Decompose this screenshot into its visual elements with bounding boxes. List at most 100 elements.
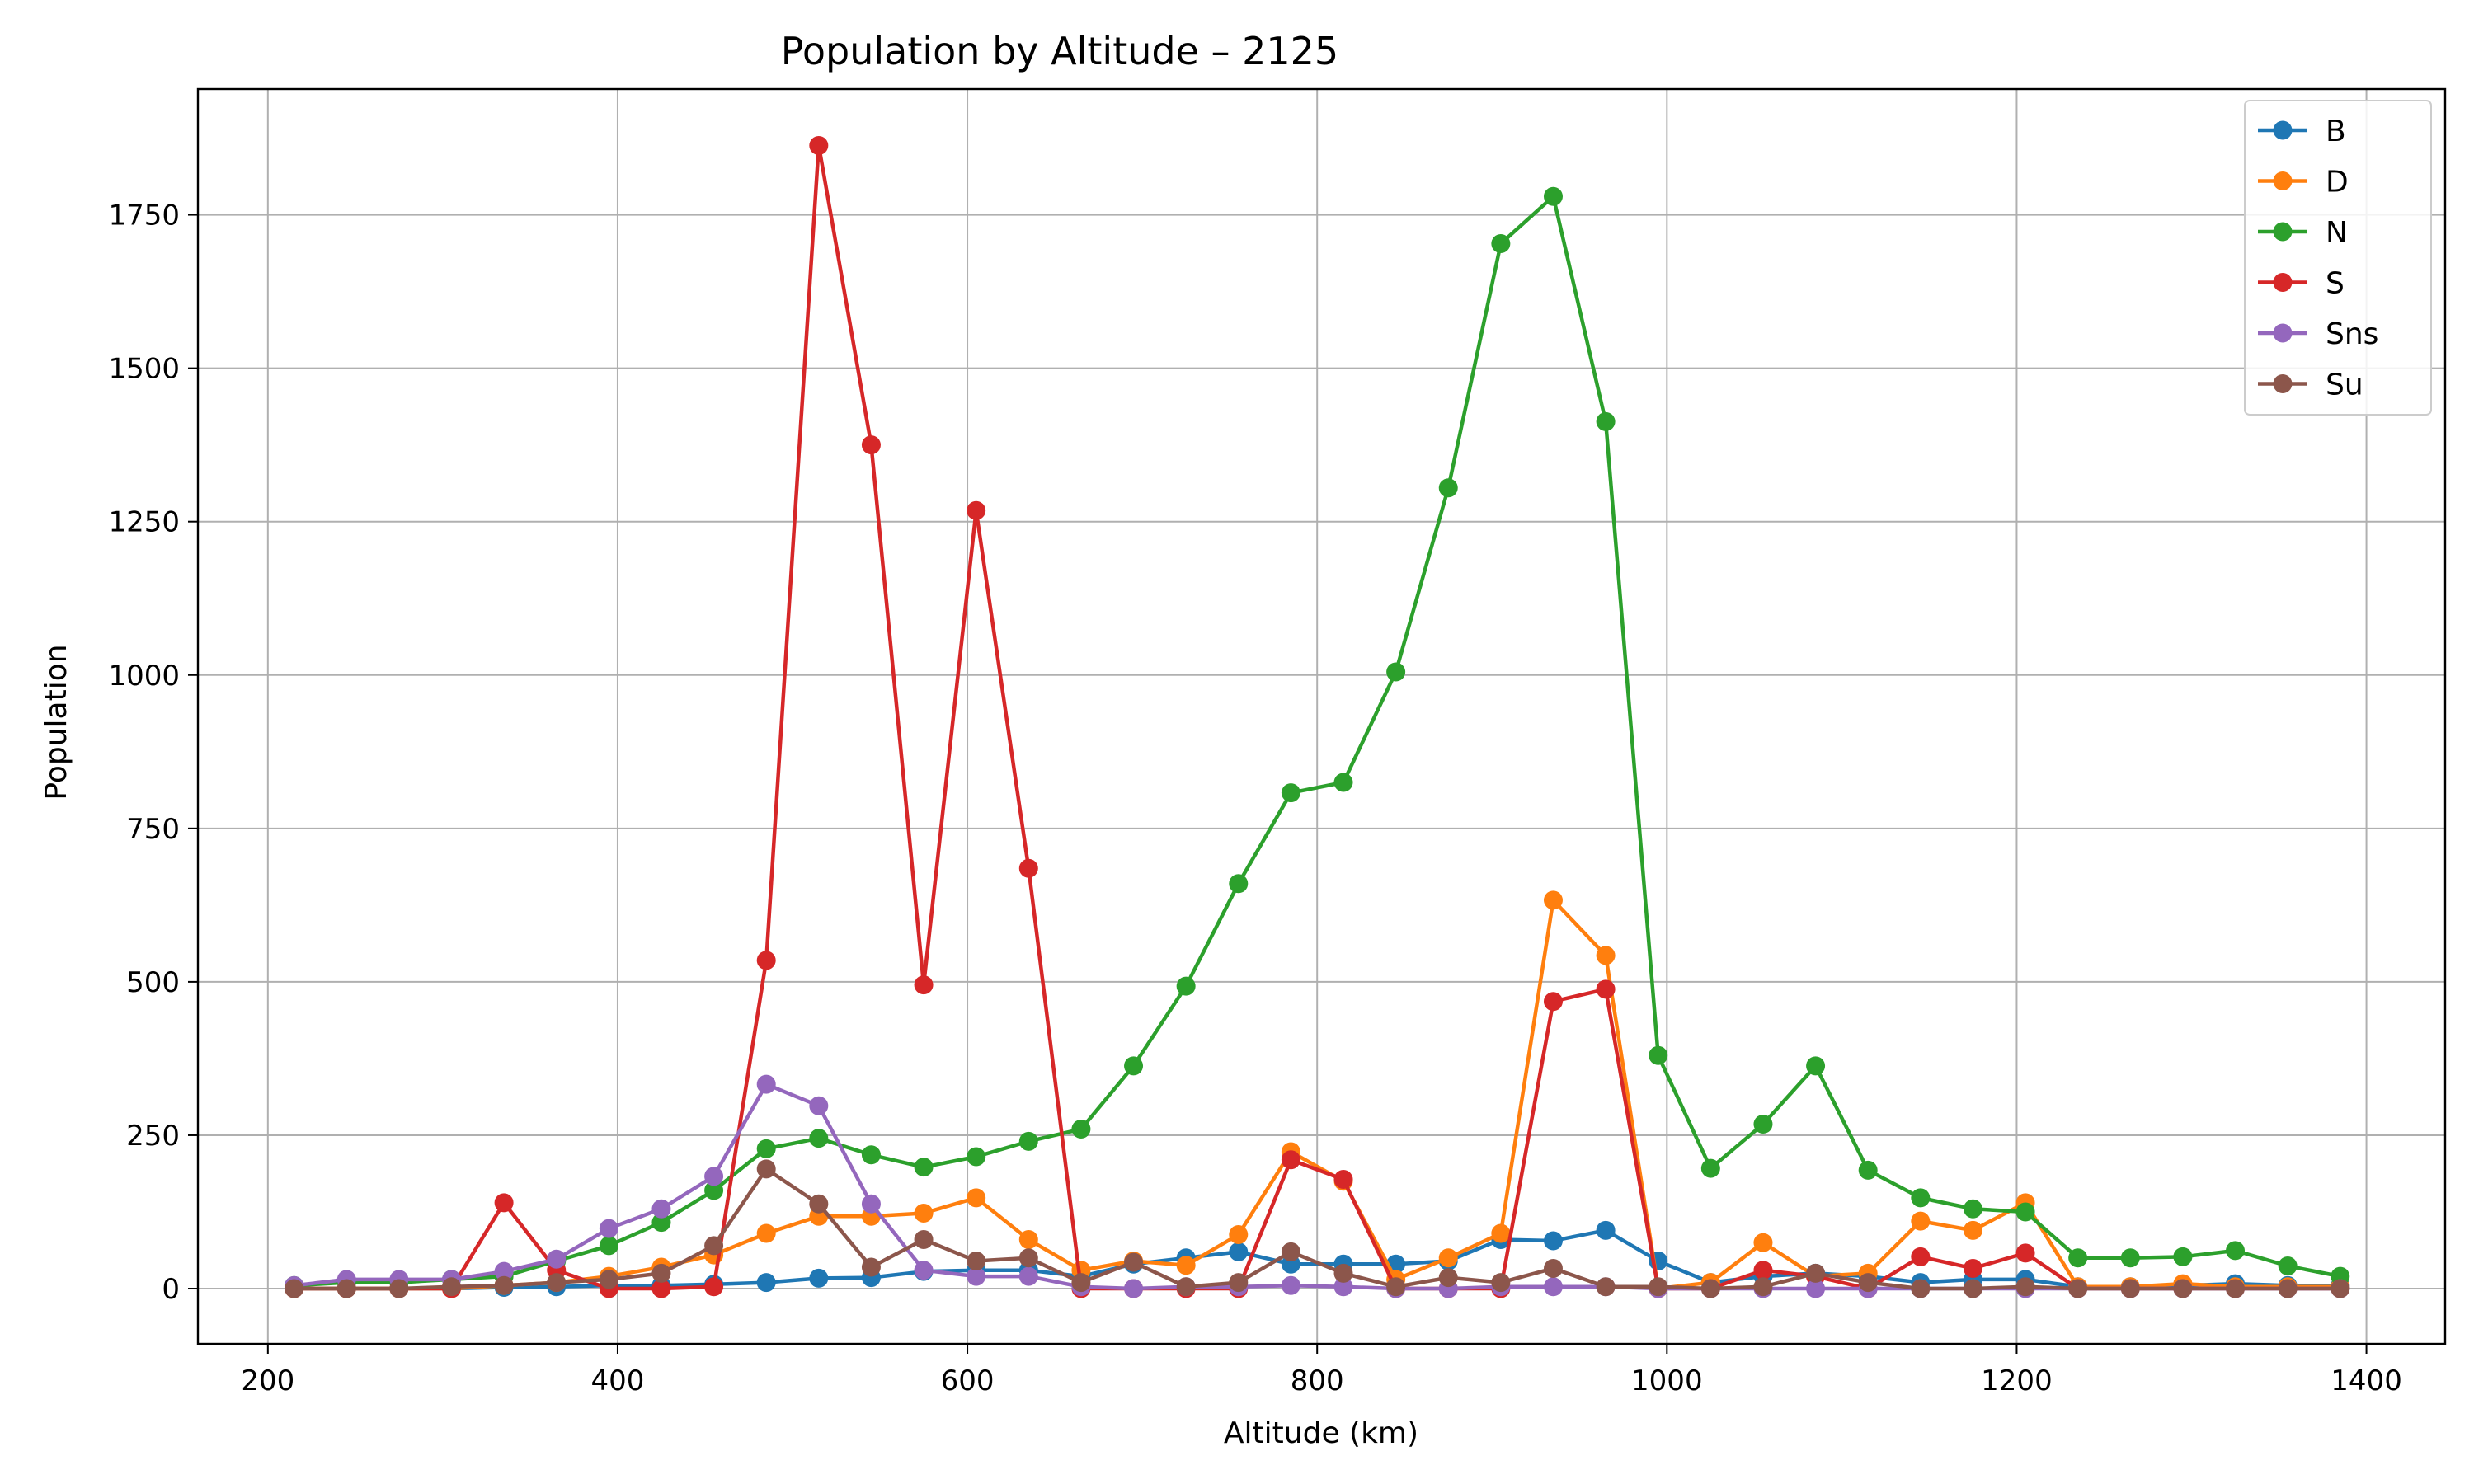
data-point-s	[1596, 979, 1616, 999]
x-tick-label: 1400	[2331, 1364, 2402, 1397]
data-point-n	[1491, 234, 1511, 254]
axes: 200 400 600 800 1000 1200 1400 0 250 500 750 1000 12…	[108, 87, 2447, 1397]
data-point-n	[1333, 773, 1353, 792]
data-point-su	[1229, 1273, 1249, 1293]
data-point-s	[861, 435, 881, 455]
data-point-d	[1176, 1256, 1196, 1275]
data-point-su	[1018, 1248, 1038, 1268]
data-point-n	[914, 1158, 934, 1177]
data-point-s	[704, 1277, 724, 1297]
legend-marker-n	[2273, 222, 2293, 242]
data-point-s	[756, 951, 776, 970]
data-point-n	[1124, 1056, 1144, 1076]
data-point-n	[704, 1181, 724, 1200]
y-tick-label: 1000	[108, 660, 180, 693]
legend-label-sns: Sns	[2326, 317, 2378, 351]
data-point-n	[1596, 411, 1616, 431]
data-point-n	[2015, 1202, 2035, 1222]
data-point-s	[2015, 1243, 2035, 1263]
series-line-d	[294, 898, 2340, 1291]
data-point-d	[1753, 1233, 1773, 1252]
data-point-n	[1018, 1131, 1038, 1151]
data-point-s	[1281, 1150, 1300, 1170]
data-point-su	[336, 1279, 356, 1298]
data-point-sns	[914, 1261, 934, 1280]
data-point-su	[1649, 1277, 1668, 1297]
data-point-s	[1911, 1247, 1931, 1266]
series-line-su	[294, 1167, 2340, 1291]
data-point-s	[1753, 1261, 1773, 1280]
data-point-su	[967, 1252, 986, 1271]
data-point-sns	[756, 1074, 776, 1094]
data-point-s	[914, 975, 934, 995]
data-point-sns	[704, 1167, 724, 1186]
data-point-n	[1700, 1158, 1720, 1178]
data-point-n	[1281, 783, 1300, 803]
data-point-su	[2015, 1277, 2035, 1297]
legend-item-s: S	[2258, 267, 2345, 301]
data-point-sns	[547, 1249, 567, 1269]
data-point-su	[599, 1270, 618, 1289]
legend-marker-sns	[2273, 323, 2293, 343]
data-point-d	[1438, 1248, 1458, 1268]
data-point-n	[1438, 478, 1458, 498]
data-point-su	[441, 1277, 461, 1297]
legend-item-d: D	[2258, 166, 2349, 200]
data-point-d	[1963, 1220, 1982, 1240]
data-point-n	[1176, 976, 1196, 996]
data-point-sns	[967, 1266, 986, 1286]
legend-marker-d	[2273, 171, 2293, 190]
data-point-b	[1543, 1231, 1563, 1251]
data-point-su	[1281, 1242, 1300, 1261]
legend-marker-s	[2273, 273, 2293, 292]
data-point-sns	[1806, 1279, 1826, 1298]
grid	[198, 89, 2445, 1344]
legend-label-n: N	[2326, 216, 2348, 250]
legend-label-b: B	[2326, 115, 2346, 148]
series-line-s	[294, 143, 2340, 1291]
data-point-su	[914, 1229, 934, 1249]
data-point-su	[2120, 1279, 2140, 1298]
data-point-b	[756, 1273, 776, 1293]
data-point-su	[651, 1263, 671, 1283]
data-point-su	[2068, 1279, 2088, 1298]
data-point-d	[967, 1188, 986, 1208]
data-point-n	[1229, 874, 1249, 894]
data-point-n	[2068, 1248, 2088, 1268]
y-tick-label: 1750	[108, 200, 180, 232]
y-tick-label: 1500	[108, 353, 180, 386]
data-point-su	[1700, 1279, 1720, 1298]
plot-series	[285, 135, 2350, 1298]
data-point-d	[1543, 890, 1563, 910]
legend-marker-b	[2273, 120, 2293, 140]
plot-frame	[196, 87, 2447, 1345]
chart-title: Population by Altitude – 2125	[781, 29, 1338, 73]
data-point-su	[1963, 1279, 1982, 1298]
series-line-n	[294, 194, 2341, 1288]
data-point-n	[1858, 1160, 1878, 1180]
data-point-su	[2226, 1279, 2246, 1298]
data-point-su	[2173, 1279, 2193, 1298]
data-point-sns	[651, 1199, 671, 1219]
data-point-su	[1386, 1277, 1406, 1297]
data-point-d	[1018, 1229, 1038, 1249]
data-point-s	[494, 1193, 514, 1213]
data-point-n	[2226, 1241, 2246, 1261]
data-point-su	[285, 1279, 304, 1298]
data-point-s	[967, 500, 986, 520]
data-point-s	[1543, 992, 1563, 1012]
legend-label-s: S	[2326, 267, 2345, 301]
data-point-su	[2331, 1279, 2350, 1298]
data-point-su	[1491, 1273, 1511, 1293]
data-point-n	[2278, 1256, 2298, 1275]
data-point-s	[1333, 1170, 1353, 1190]
data-point-sns	[599, 1219, 618, 1238]
legend-item-sns: Sns	[2258, 317, 2378, 351]
data-point-s	[651, 1279, 671, 1298]
data-point-d	[1491, 1223, 1511, 1243]
x-tick-label: 800	[1291, 1364, 1344, 1397]
legend-label-su: Su	[2326, 369, 2363, 402]
legend-marker-su	[2273, 374, 2293, 393]
